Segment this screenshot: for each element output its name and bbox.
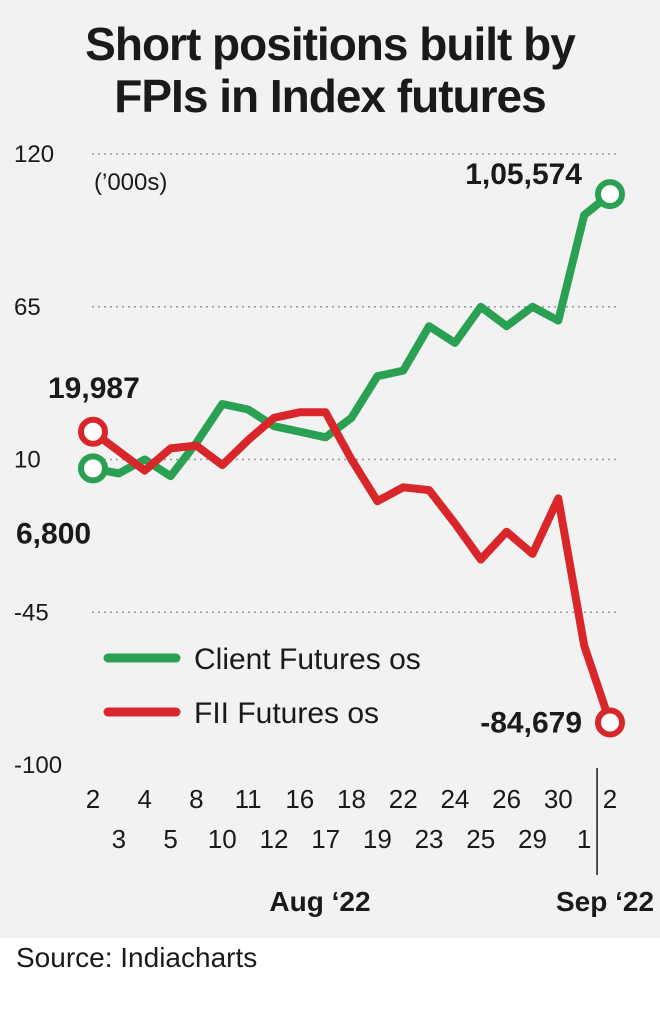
data-annotation: 6,800 [16,517,91,550]
chart-title-line-2: FPIs in Index futures [114,70,546,122]
series-line-1 [89,408,614,727]
legend: Client Futures os FII Futures os [103,643,421,730]
x-tick-label-bottom: 10 [208,824,237,854]
legend-label: Client Futures os [194,643,421,676]
y-tick-label: 65 [14,294,41,321]
data-annotation: 19,987 [48,372,140,405]
x-tick-label-top: 22 [389,784,418,814]
x-tick-label-bottom: 1 [577,824,591,854]
series-endpoint-marker [78,416,108,447]
unit-label: (’000s) [94,169,167,196]
data-annotation: 1,05,574 [465,158,582,191]
x-tick-label-bottom: 5 [163,824,177,854]
source-note: Source: Indiacharts [16,942,258,973]
chart-title-line-1: Short positions built by [85,18,576,70]
x-tick-label-top: 11 [235,784,262,814]
y-tick-label: 10 [14,447,41,474]
series-endpoint-marker [595,707,625,738]
data-annotation: -84,679 [480,706,582,739]
legend-label: FII Futures os [194,697,379,730]
y-tick-label: 120 [14,141,54,168]
x-tick-label-top: 26 [492,784,521,814]
data-annotations: 1,05,574 6,800 19,987 -84,679 [16,158,582,739]
month-label: Aug ‘22 [269,886,370,917]
month-label: Sep ‘22 [556,886,654,917]
x-tick-label-bottom: 19 [363,824,392,854]
x-tick-label-top: 2 [603,784,617,814]
x-tick-label-top: 8 [189,784,203,814]
x-tick-label-bottom: 29 [518,824,547,854]
x-tick-label-bottom: 23 [415,824,444,854]
x-tick-label-top: 24 [440,784,469,814]
x-tick-label-bottom: 12 [259,824,288,854]
series-lines [78,179,625,738]
series-endpoint-marker [595,179,625,210]
series-endpoint-marker [78,453,108,484]
series-line-0 [89,190,614,481]
chart-title: Short positions built by FPIs in Index f… [0,18,660,122]
line-chart: 120 65 10 -45 -100 (’000s) 1,05,574 6,800 19,9… [14,141,654,917]
x-tick-label-bottom: 25 [466,824,495,854]
x-tick-label-top: 2 [86,784,100,814]
x-tick-label-top: 4 [137,784,151,814]
x-tick-label-top: 30 [544,784,573,814]
y-axis-ticks: 120 65 10 -45 -100 [14,141,62,779]
y-tick-label: -100 [14,752,62,779]
x-tick-label-top: 16 [285,784,314,814]
x-tick-label-top: 18 [337,784,366,814]
y-tick-label: -45 [14,599,49,626]
x-tick-label-bottom: 3 [112,824,126,854]
x-tick-label-bottom: 17 [311,824,340,854]
